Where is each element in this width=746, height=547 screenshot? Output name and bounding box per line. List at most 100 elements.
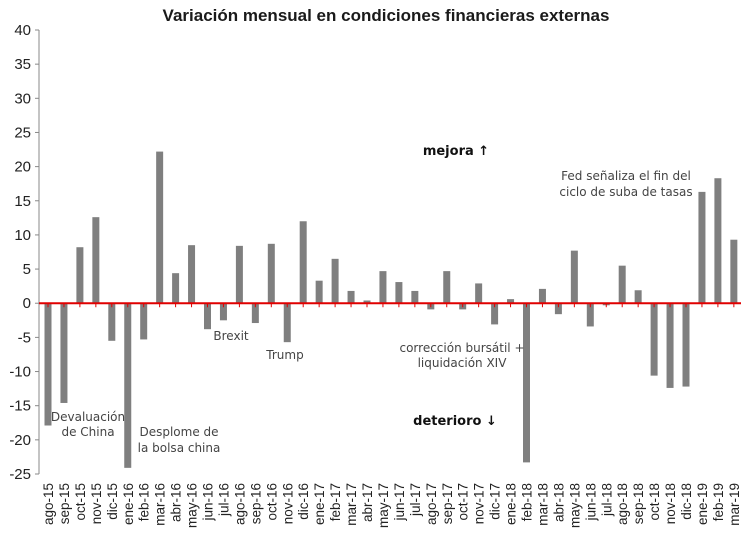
x-tick-label: oct-17 — [456, 483, 471, 521]
bar — [650, 303, 658, 376]
x-tick-label: jul-17 — [408, 483, 423, 517]
x-tick-label: mar-17 — [344, 483, 359, 526]
annotation-correccion: corrección bursátil + — [399, 341, 524, 355]
x-tick-label: oct-16 — [264, 483, 279, 521]
bar — [491, 303, 499, 325]
x-tick-label: oct-15 — [73, 483, 88, 521]
x-tick-label: nov-15 — [89, 483, 104, 524]
chart-title: Variación mensual en condiciones financi… — [163, 6, 610, 25]
y-tick-label: 15 — [14, 193, 31, 210]
annotation-brexit: Brexit — [213, 329, 249, 343]
annotation-devaluacion: de China — [61, 425, 114, 439]
bar — [219, 303, 227, 321]
bar — [315, 280, 323, 304]
bar — [523, 303, 530, 463]
y-tick-label: -15 — [9, 398, 31, 415]
bar — [124, 303, 132, 468]
bar — [395, 282, 403, 304]
y-tick-label: 20 — [14, 159, 31, 176]
y-tick-label: -25 — [9, 466, 31, 483]
annotation-fed: ciclo de suba de tasas — [559, 185, 692, 199]
bar — [251, 303, 259, 324]
bar — [156, 151, 164, 304]
x-axis-ticks: ago-15 sep-15 oct-15 nov-15 dic-15 ene-16 feb-… — [41, 483, 742, 528]
y-tick-label: 5 — [23, 261, 31, 278]
x-tick-label: jun-17 — [392, 483, 407, 522]
x-tick-label: sep-15 — [57, 483, 72, 524]
x-tick-label: ago-16 — [232, 483, 247, 525]
x-tick-label: jun-18 — [583, 483, 598, 522]
bar — [92, 217, 100, 304]
bar — [76, 247, 84, 304]
x-tick-label: dic-15 — [105, 483, 120, 520]
x-tick-label: ene-16 — [121, 483, 136, 525]
x-tick-label: oct-18 — [647, 483, 662, 521]
x-tick-label: ene-17 — [312, 483, 327, 525]
bar — [634, 290, 642, 304]
bar — [235, 245, 243, 304]
bar — [618, 265, 626, 304]
x-tick-label: sep-17 — [440, 483, 455, 524]
x-tick-label: feb-18 — [520, 483, 535, 521]
bar — [188, 245, 196, 304]
bar — [44, 303, 52, 426]
bar — [570, 250, 578, 304]
bar — [108, 303, 116, 341]
y-tick-label: 40 — [14, 22, 31, 39]
y-tick-label: 10 — [14, 227, 31, 244]
x-tick-label: feb-17 — [328, 483, 343, 521]
x-tick-label: ago-15 — [41, 483, 56, 525]
bar — [299, 221, 307, 304]
bar — [475, 283, 483, 304]
bars — [44, 151, 738, 468]
bar — [714, 178, 722, 304]
bar — [507, 299, 515, 304]
x-tick-label: feb-16 — [137, 483, 152, 521]
annotation-fed: Fed señaliza el fin del — [561, 169, 691, 183]
x-tick-label: mar-16 — [153, 483, 168, 526]
x-tick-label: dic-16 — [296, 483, 311, 520]
bar — [586, 303, 594, 327]
bar — [554, 303, 562, 315]
x-tick-label: jul-18 — [599, 483, 614, 517]
bar — [698, 191, 706, 304]
bar — [204, 303, 211, 330]
annotation-trump: Trump — [265, 348, 303, 362]
x-tick-label: nov-16 — [280, 483, 295, 524]
x-tick-label: nov-18 — [663, 483, 678, 524]
bar — [730, 239, 738, 304]
bar — [379, 271, 387, 304]
annotation-desplome: la bolsa china — [138, 441, 221, 455]
bar — [283, 303, 291, 343]
x-tick-label: may-17 — [376, 483, 391, 528]
y-tick-label: 35 — [14, 56, 31, 73]
x-tick-label: feb-19 — [711, 483, 726, 521]
bar — [60, 303, 68, 403]
x-tick-label: sep-16 — [248, 483, 263, 524]
bar — [411, 290, 419, 304]
bar — [267, 243, 275, 304]
x-tick-label: ene-19 — [695, 483, 710, 525]
annotation-desplome: Desplome de — [139, 425, 218, 439]
x-tick-label: mar-18 — [535, 483, 550, 526]
x-tick-label: ene-18 — [504, 483, 519, 525]
y-tick-label: -10 — [9, 364, 31, 381]
x-tick-label: ago-18 — [615, 483, 630, 525]
bar — [140, 303, 148, 340]
x-tick-label: nov-17 — [472, 483, 487, 524]
bar — [538, 288, 546, 304]
x-tick-label: mar-19 — [727, 483, 742, 526]
x-tick-label: jun-16 — [201, 483, 216, 522]
zero-line-group — [39, 302, 741, 308]
y-tick-label: 0 — [23, 295, 31, 312]
x-tick-label: abr-18 — [551, 483, 566, 522]
x-tick-label: ago-17 — [424, 483, 439, 525]
bar — [347, 290, 355, 304]
x-tick-label: abr-17 — [360, 483, 375, 522]
x-tick-label: may-18 — [567, 483, 582, 528]
bar — [443, 271, 451, 304]
x-tick-label: dic-18 — [679, 483, 694, 520]
annotation-correccion: liquidación XIV — [418, 356, 508, 370]
